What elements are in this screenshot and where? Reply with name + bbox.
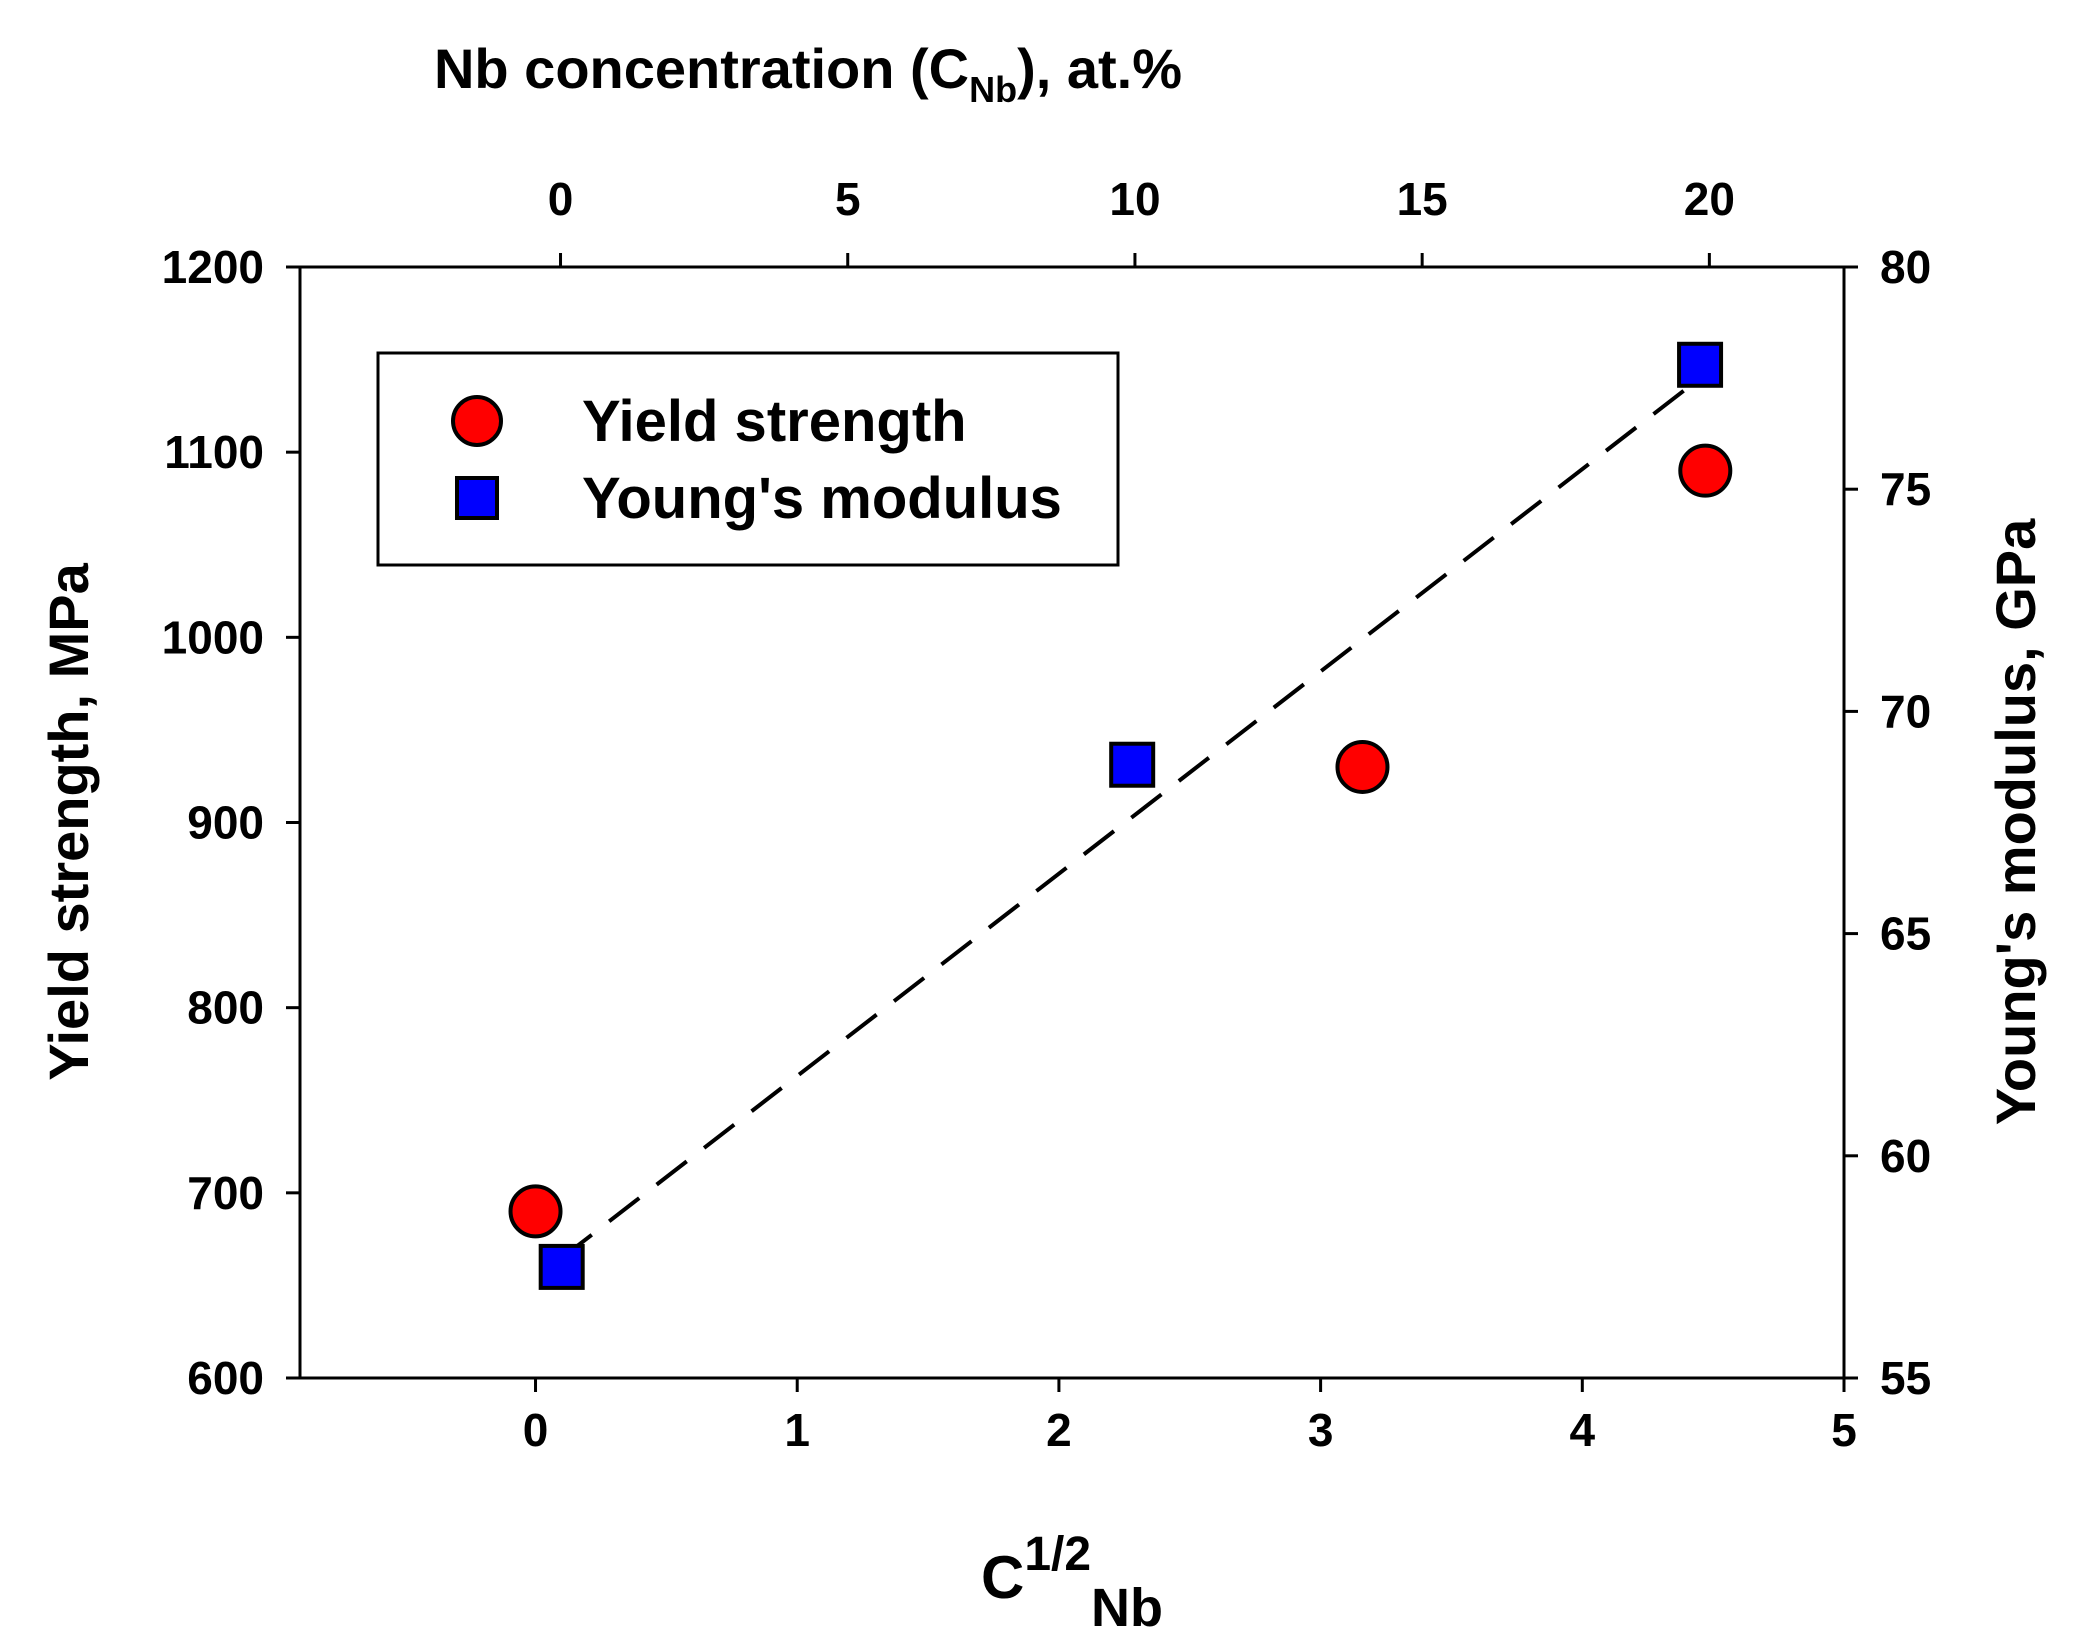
top-axis-ticks: 0 5 10 15 20 [548,173,1735,267]
legend-box [376,351,1120,567]
yield-strength-point [1678,443,1733,498]
youngs-modulus-point [538,1243,585,1290]
right-axis-title: Young's modulus, GPa [1984,518,2047,1125]
marker-layer [508,341,1733,1290]
yield-strength-point [508,1184,563,1239]
bottom-axis-ticks: 0 1 2 3 4 5 [523,1378,1857,1456]
legend-label-yield-strength: Yield strength [582,389,967,454]
right-tick-label: 80 [1880,241,1931,293]
right-tick-label: 70 [1880,685,1931,737]
right-axis-ticks: 55 60 65 70 75 80 [1844,241,1931,1404]
left-tick-label: 1100 [164,426,264,478]
bottom-tick-label: 2 [1046,1404,1072,1456]
bottom-tick-label: 1 [784,1404,810,1456]
left-tick-label: 1000 [162,611,264,663]
right-tick-label: 55 [1880,1352,1931,1404]
right-tick-label: 75 [1880,463,1931,515]
top-tick-label: 0 [548,173,574,225]
top-tick-label: 10 [1109,173,1160,225]
left-tick-label: 900 [187,797,264,849]
right-tick-label: 65 [1880,908,1931,960]
legend-label-youngs-modulus: Young's modulus [582,466,1062,531]
top-axis-title: Nb concentration (CNb), at.% [434,37,1182,110]
youngs-modulus-point [1109,741,1156,788]
bottom-tick-label: 3 [1308,1404,1334,1456]
bottom-axis-title-main: C [981,1544,1024,1611]
right-tick-label: 60 [1880,1130,1931,1182]
top-tick-label: 5 [835,173,861,225]
bottom-tick-label: 0 [523,1404,549,1456]
top-tick-label: 15 [1397,173,1448,225]
left-axis-title: Yield strength, MPa [37,562,100,1080]
yield-strength-point [1335,739,1390,794]
left-tick-label: 800 [187,982,264,1034]
top-axis-title-main: Nb concentration (C [434,37,969,100]
legend-marker-yield-strength [451,395,503,447]
youngs-modulus-point [1677,341,1724,388]
bottom-axis-title: C1/2Nb [981,1528,1163,1638]
bottom-tick-label: 4 [1570,1404,1596,1456]
legend: Yield strength Young's modulus [376,351,1120,567]
left-axis-ticks: 600 700 800 900 1000 1100 1200 [162,241,300,1404]
top-tick-label: 20 [1684,173,1735,225]
top-axis-title-end: ), at.% [1017,37,1182,100]
bottom-axis-title-sup: 1/2 [1024,1528,1091,1581]
left-tick-label: 600 [187,1352,264,1404]
top-axis-title-sub: Nb [969,69,1017,110]
left-tick-label: 1200 [162,241,264,293]
left-tick-label: 700 [187,1167,264,1219]
bottom-tick-label: 5 [1831,1404,1857,1456]
bottom-axis-title-sub: Nb [1091,1578,1163,1638]
legend-marker-youngs-modulus [455,476,499,520]
